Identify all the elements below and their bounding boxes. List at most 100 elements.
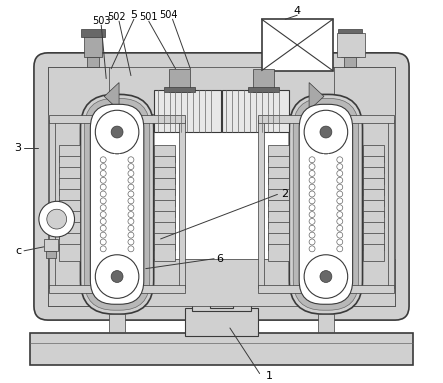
Circle shape bbox=[128, 191, 134, 197]
Bar bbox=[268, 222, 289, 239]
Circle shape bbox=[128, 232, 134, 238]
Bar bbox=[248, 87, 280, 92]
Polygon shape bbox=[309, 83, 324, 110]
Circle shape bbox=[337, 239, 343, 245]
Bar bbox=[253, 69, 275, 92]
Bar bbox=[268, 167, 289, 184]
Circle shape bbox=[100, 225, 106, 231]
Circle shape bbox=[304, 255, 348, 298]
FancyBboxPatch shape bbox=[34, 53, 409, 320]
Bar bbox=[388, 120, 394, 288]
Circle shape bbox=[128, 164, 134, 170]
Bar bbox=[258, 285, 394, 293]
Circle shape bbox=[309, 232, 315, 238]
Circle shape bbox=[309, 157, 315, 163]
Bar bbox=[154, 200, 175, 217]
Circle shape bbox=[309, 184, 315, 190]
Circle shape bbox=[100, 239, 106, 245]
Bar bbox=[154, 156, 175, 173]
Circle shape bbox=[128, 177, 134, 183]
Bar bbox=[48, 67, 395, 114]
Bar bbox=[58, 222, 81, 239]
Circle shape bbox=[337, 177, 343, 183]
Circle shape bbox=[128, 170, 134, 177]
Circle shape bbox=[128, 218, 134, 224]
Text: 504: 504 bbox=[159, 10, 178, 20]
Text: 3: 3 bbox=[15, 143, 22, 153]
Bar bbox=[96, 100, 347, 290]
Bar bbox=[362, 156, 385, 173]
Text: 503: 503 bbox=[92, 16, 110, 26]
Bar bbox=[154, 90, 221, 132]
Bar bbox=[49, 285, 185, 293]
Circle shape bbox=[100, 211, 106, 218]
FancyBboxPatch shape bbox=[81, 95, 154, 314]
Bar bbox=[362, 233, 385, 250]
Bar bbox=[58, 189, 81, 206]
Bar bbox=[185, 308, 258, 336]
Bar bbox=[87, 57, 99, 67]
Text: 6: 6 bbox=[217, 254, 224, 264]
Circle shape bbox=[337, 170, 343, 177]
Circle shape bbox=[95, 255, 139, 298]
Circle shape bbox=[337, 184, 343, 190]
Bar bbox=[58, 233, 81, 250]
Bar bbox=[337, 33, 365, 57]
Bar bbox=[261, 19, 333, 71]
Text: 4: 4 bbox=[294, 6, 301, 16]
Bar bbox=[49, 120, 55, 288]
Bar bbox=[258, 115, 394, 123]
Circle shape bbox=[337, 211, 343, 218]
Circle shape bbox=[128, 198, 134, 204]
Bar bbox=[154, 189, 175, 206]
Bar bbox=[268, 211, 289, 228]
Text: 2: 2 bbox=[281, 189, 288, 200]
Circle shape bbox=[128, 239, 134, 245]
Bar bbox=[58, 145, 81, 162]
Bar bbox=[268, 244, 289, 261]
Bar bbox=[49, 115, 185, 123]
FancyBboxPatch shape bbox=[90, 104, 144, 304]
Circle shape bbox=[309, 211, 315, 218]
Bar bbox=[258, 120, 264, 288]
Bar bbox=[210, 293, 233, 308]
Bar bbox=[362, 178, 385, 195]
Circle shape bbox=[47, 209, 66, 229]
Bar bbox=[334, 67, 395, 306]
Bar bbox=[268, 178, 289, 195]
Circle shape bbox=[337, 164, 343, 170]
Bar bbox=[362, 200, 385, 217]
Bar bbox=[222, 90, 289, 132]
Circle shape bbox=[309, 246, 315, 252]
Bar bbox=[163, 87, 195, 92]
Bar bbox=[362, 145, 385, 162]
Text: 1: 1 bbox=[266, 370, 273, 381]
Circle shape bbox=[309, 177, 315, 183]
Circle shape bbox=[128, 205, 134, 211]
Bar bbox=[48, 259, 395, 306]
Bar bbox=[30, 333, 413, 365]
Circle shape bbox=[337, 157, 343, 163]
Circle shape bbox=[309, 225, 315, 231]
Circle shape bbox=[320, 126, 332, 138]
Circle shape bbox=[309, 205, 315, 211]
Bar bbox=[268, 145, 289, 162]
Polygon shape bbox=[104, 83, 119, 110]
Circle shape bbox=[337, 246, 343, 252]
Bar bbox=[362, 189, 385, 206]
FancyBboxPatch shape bbox=[293, 98, 358, 310]
Circle shape bbox=[111, 271, 123, 283]
Bar bbox=[168, 69, 190, 92]
Bar bbox=[46, 251, 56, 258]
Bar bbox=[268, 200, 289, 217]
Circle shape bbox=[309, 164, 315, 170]
Circle shape bbox=[304, 110, 348, 154]
Circle shape bbox=[100, 246, 106, 252]
Circle shape bbox=[128, 246, 134, 252]
Circle shape bbox=[320, 271, 332, 283]
Circle shape bbox=[128, 225, 134, 231]
Bar bbox=[362, 211, 385, 228]
Bar bbox=[58, 244, 81, 261]
Text: c: c bbox=[15, 246, 21, 256]
FancyBboxPatch shape bbox=[85, 98, 150, 310]
